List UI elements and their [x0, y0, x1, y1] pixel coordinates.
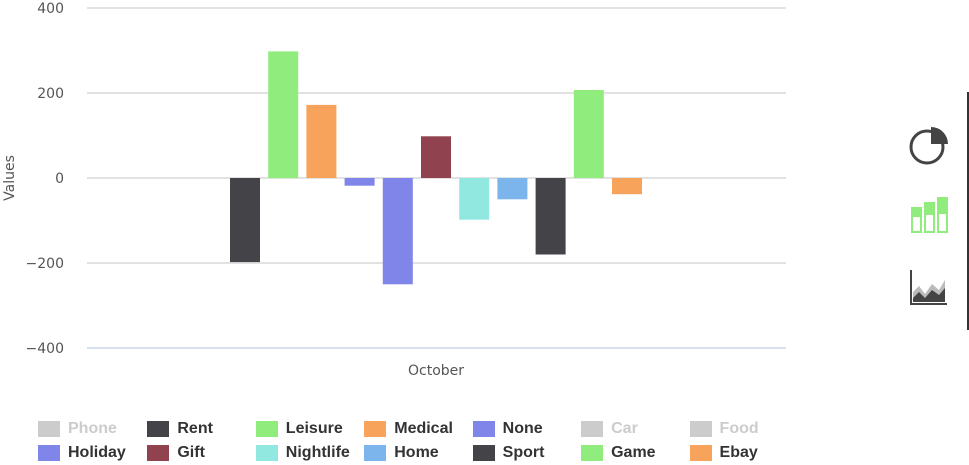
pie-chart-icon[interactable] [907, 122, 951, 166]
legend-swatch [38, 445, 60, 461]
legend-label: Nightlife [285, 444, 350, 461]
legend-swatch [689, 445, 712, 461]
legend-item-phone[interactable]: Phone [38, 420, 135, 438]
legend-swatch [38, 421, 60, 437]
bar-sport[interactable] [535, 178, 566, 255]
legend-item-home[interactable]: Home [364, 444, 460, 462]
legend-swatch [147, 445, 170, 461]
legend-item-gift[interactable]: Gift [147, 444, 243, 462]
bar-nightlife[interactable] [459, 178, 490, 220]
legend-label: Sport [502, 444, 545, 461]
legend-label: Rent [177, 420, 213, 437]
y-tick-label: 200 [37, 86, 64, 102]
bar-holiday[interactable] [382, 178, 413, 285]
legend-item-car[interactable]: Car [581, 420, 677, 438]
legend-swatch [364, 421, 387, 437]
bar-home[interactable] [497, 178, 528, 200]
legend-label: Car [611, 420, 638, 437]
axis-labels: 400 200 0 −200 −400 Values October [2, 1, 464, 379]
chart-type-toolbar [895, 92, 969, 330]
legend-item-holiday[interactable]: Holiday [38, 444, 135, 462]
y-tick-label: −400 [26, 341, 64, 357]
bar-game[interactable] [573, 90, 604, 178]
legend-swatch [364, 445, 387, 461]
legend-label: Food [719, 420, 759, 437]
bar-gift[interactable] [421, 136, 451, 178]
legend-item-game[interactable]: Game [581, 444, 677, 462]
y-tick-label: 0 [55, 171, 64, 187]
legend-label: Gift [177, 444, 205, 461]
bars [230, 51, 642, 285]
legend-label: Leisure [285, 420, 343, 437]
bar-leisure[interactable] [268, 51, 299, 179]
bar-rent[interactable] [230, 178, 260, 263]
legend-label: Holiday [68, 444, 126, 461]
bar-medical[interactable] [306, 104, 337, 178]
legend-swatch [689, 421, 712, 437]
legend: Phone Rent Leisure Medical None Car Food Holida… [38, 417, 798, 465]
legend-swatch [255, 421, 278, 437]
area-chart-icon[interactable] [907, 264, 951, 308]
legend-item-none[interactable]: None [472, 420, 569, 438]
legend-row: Phone Rent Leisure Medical None Car Food [38, 417, 798, 441]
legend-swatch [472, 421, 495, 437]
x-category-label: October [408, 363, 464, 379]
legend-label: Medical [394, 420, 453, 437]
legend-label: Home [394, 444, 439, 461]
legend-swatch [472, 445, 495, 461]
bar-chart-icon[interactable] [907, 192, 951, 236]
legend-label: Phone [68, 420, 117, 437]
legend-swatch [581, 421, 604, 437]
legend-item-nightlife[interactable]: Nightlife [255, 444, 352, 462]
legend-item-sport[interactable]: Sport [472, 444, 569, 462]
legend-label: Ebay [719, 444, 758, 461]
legend-row: Holiday Gift Nightlife Home Sport Game Ebay [38, 441, 798, 465]
y-tick-label: 400 [37, 1, 64, 17]
legend-label: Game [611, 444, 656, 461]
legend-swatch [255, 445, 278, 461]
legend-swatch [147, 421, 170, 437]
legend-swatch [581, 445, 604, 461]
legend-item-food[interactable]: Food [689, 420, 786, 438]
bar-ebay[interactable] [612, 178, 642, 195]
legend-item-leisure[interactable]: Leisure [255, 420, 352, 438]
chart-area: 400 200 0 −200 −400 Values October [2, 1, 786, 379]
legend-item-ebay[interactable]: Ebay [689, 444, 786, 462]
bar-none[interactable] [344, 178, 375, 186]
y-axis-title: Values [2, 155, 18, 201]
legend-item-rent[interactable]: Rent [147, 420, 243, 438]
legend-item-medical[interactable]: Medical [364, 420, 460, 438]
y-tick-label: −200 [26, 256, 64, 272]
legend-label: None [502, 420, 543, 437]
